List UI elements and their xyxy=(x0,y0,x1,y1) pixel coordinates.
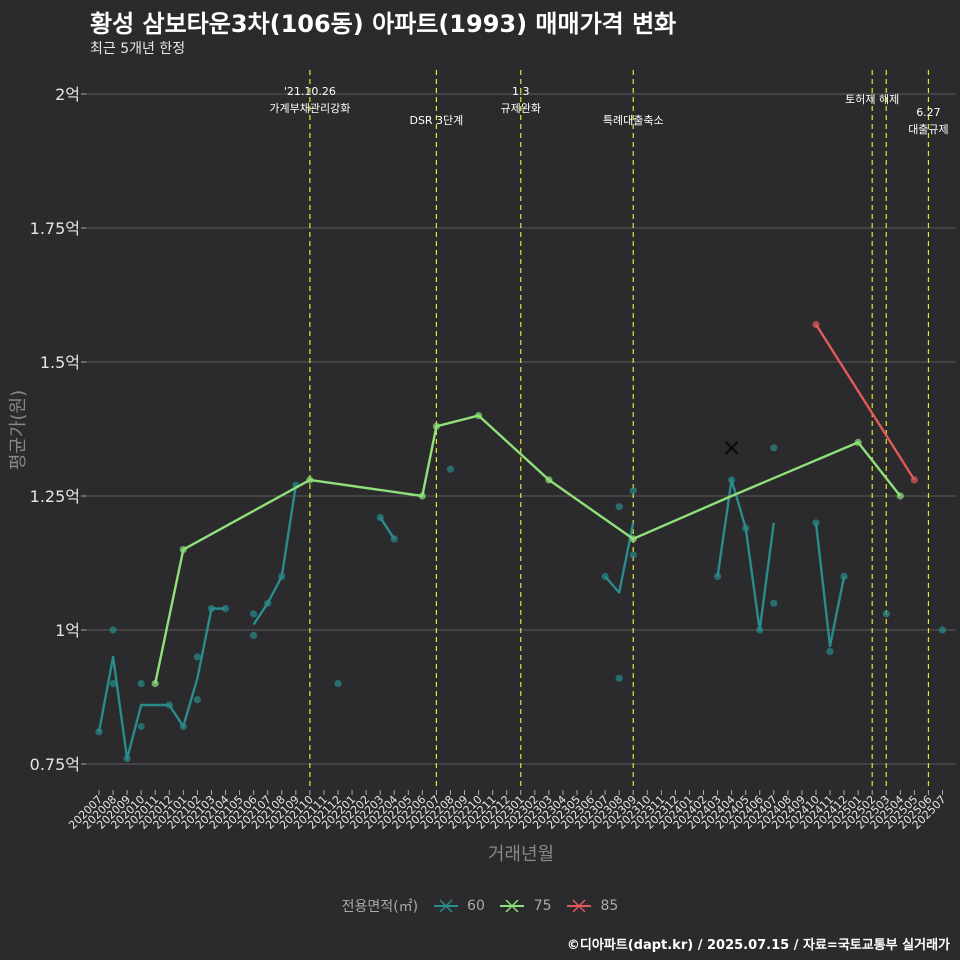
y-axis-label: 평균가(원) xyxy=(8,390,29,470)
event-label: 토허제 해제 xyxy=(845,92,899,106)
data-point xyxy=(165,701,173,709)
x-axis-label: 거래년월 xyxy=(488,844,554,865)
event-label: 규제완화 xyxy=(501,102,541,115)
legend-key-85 xyxy=(566,896,592,916)
data-point xyxy=(306,476,314,484)
series-layer xyxy=(95,320,947,763)
data-point xyxy=(334,680,342,688)
data-point xyxy=(629,535,637,543)
event-label: 가계부채관리강화 xyxy=(269,102,350,115)
data-point xyxy=(812,320,820,329)
legend-title: 전용면적(㎡) xyxy=(341,899,419,915)
data-point xyxy=(826,647,834,656)
series-75 xyxy=(151,412,904,688)
data-point xyxy=(179,546,187,554)
series-60 xyxy=(95,444,947,763)
chart-subtitle: 최근 5개년 한정 xyxy=(90,41,186,57)
legend-key-60 xyxy=(433,896,459,916)
series-line xyxy=(379,516,396,540)
data-point xyxy=(250,631,258,640)
y-tick-label: 1.5억 xyxy=(40,353,80,372)
data-point xyxy=(446,465,455,473)
data-point xyxy=(854,438,862,446)
data-point xyxy=(137,722,145,731)
chart-title: 황성 삼보타운3차(106동) 아파트(1993) 매매가격 변화 xyxy=(90,10,677,38)
data-point xyxy=(264,599,272,607)
data-point xyxy=(938,626,947,634)
series-line xyxy=(252,485,297,626)
data-point xyxy=(615,674,623,682)
legend: 전용면적(㎡) 60 75 85 xyxy=(0,896,960,916)
y-tick-label: 1.75억 xyxy=(30,219,80,238)
data-point xyxy=(770,599,778,607)
data-point xyxy=(151,680,159,688)
data-point xyxy=(601,572,609,581)
data-point xyxy=(221,605,230,613)
data-point xyxy=(728,476,736,484)
data-point xyxy=(123,755,131,763)
data-point xyxy=(882,610,890,618)
event-label: 대출규제 xyxy=(908,123,948,136)
legend-label-75: 75 xyxy=(533,898,552,914)
data-point xyxy=(742,524,750,532)
data-point xyxy=(615,503,623,511)
data-point xyxy=(910,476,919,484)
data-point xyxy=(812,519,820,527)
data-point xyxy=(109,626,117,634)
series-line xyxy=(604,522,635,594)
data-point xyxy=(95,728,103,736)
x-tick-labels: 2020072020082020092020102020112020122021… xyxy=(66,790,949,832)
y-tick-label: 2억 xyxy=(55,85,80,104)
y-tick-label: 1억 xyxy=(55,621,80,640)
series-line xyxy=(716,478,775,632)
data-point xyxy=(840,572,848,581)
series-line xyxy=(154,414,902,684)
data-point xyxy=(432,422,440,430)
y-tick-label: 0.75억 xyxy=(30,755,80,774)
legend-label-60: 60 xyxy=(467,898,485,914)
event-label: 1.3 xyxy=(512,85,530,98)
data-point xyxy=(475,412,483,420)
y-tick-labels: 0.75억 1억 1.25억 1.5억 1.75억 2억 xyxy=(30,85,80,774)
source-caption: ©디아파트(dapt.kr) / 2025.07.15 / 자료=국토교통부 실… xyxy=(566,938,950,953)
data-point xyxy=(278,572,286,581)
data-point xyxy=(629,551,637,559)
data-point xyxy=(207,605,216,613)
data-point xyxy=(714,572,722,581)
data-point xyxy=(545,476,553,484)
series-line xyxy=(97,607,226,760)
data-point xyxy=(179,722,187,731)
data-point xyxy=(376,513,384,522)
y-tick-label: 1.25억 xyxy=(30,487,80,506)
data-point xyxy=(770,444,778,452)
x-marker xyxy=(724,440,739,455)
event-label: DSR 3단계 xyxy=(409,114,463,127)
series-85 xyxy=(812,320,919,484)
data-point xyxy=(418,492,426,500)
event-label: '21.10.26 xyxy=(284,85,336,98)
data-point xyxy=(756,626,764,634)
data-point xyxy=(109,680,117,688)
event-label: 특례대출축소 xyxy=(603,114,664,127)
data-point xyxy=(193,696,201,704)
data-point xyxy=(896,492,904,500)
legend-label-85: 85 xyxy=(600,898,619,914)
data-point xyxy=(137,680,145,688)
chart-plot: 0.75억 1억 1.25억 1.5억 1.75억 2억 '21.10.26 가계부채관리강… xyxy=(8,70,956,865)
data-point xyxy=(390,535,398,543)
data-point xyxy=(629,487,637,495)
event-label: 6.27 xyxy=(916,106,941,119)
data-point xyxy=(193,653,201,661)
series-line xyxy=(814,522,846,648)
data-point xyxy=(250,610,258,618)
legend-key-75 xyxy=(499,896,525,916)
grid-lines xyxy=(81,93,956,765)
series-line xyxy=(814,323,916,481)
